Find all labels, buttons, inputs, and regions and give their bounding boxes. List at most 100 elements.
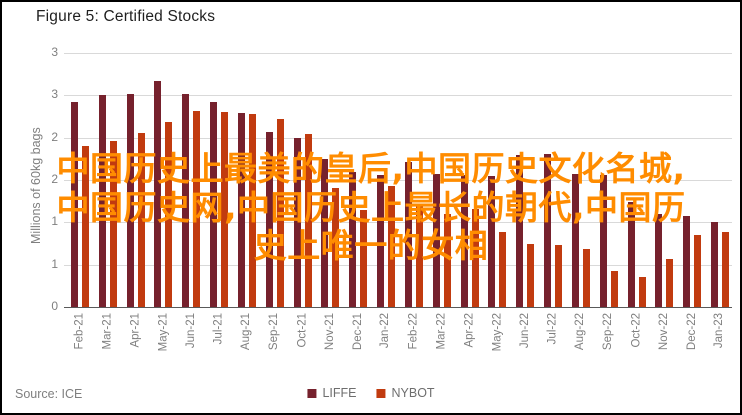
bar-liffe-jun-21 — [182, 93, 190, 307]
bar-nybot-jan-22 — [388, 185, 396, 307]
x-tick-label: Feb-22 — [407, 313, 420, 350]
bar-liffe-jun-22 — [516, 154, 524, 307]
plot-area — [64, 53, 732, 307]
bar-liffe-nov-21 — [321, 158, 329, 307]
x-tick-label: Sep-21 — [268, 313, 281, 351]
bar-nybot-nov-21 — [332, 187, 340, 307]
bar-liffe-oct-22 — [627, 202, 635, 307]
x-tick-label: Mar-22 — [435, 313, 448, 350]
x-tick-label: Apr-22 — [463, 313, 476, 348]
legend-label: LIFFE — [322, 386, 357, 400]
chart-title: Figure 5: Certified Stocks — [36, 8, 216, 25]
x-tick-label: Jul-22 — [546, 313, 559, 345]
bar-liffe-oct-21 — [293, 137, 301, 307]
x-tick-label: Mar-21 — [101, 313, 114, 350]
bar-liffe-feb-22 — [404, 162, 412, 307]
bar-liffe-jul-21 — [210, 102, 218, 307]
bar-liffe-nov-22 — [655, 213, 663, 307]
watermark-overlay-text: 中国历史上最美的皇后,中国历史文化名城, 中国历史网,中国历史上最长的朝代,中国… — [2, 149, 740, 266]
x-tick-label: Jul-21 — [212, 313, 225, 345]
bar-liffe-feb-21 — [70, 102, 78, 307]
watermark-line: 中国历史上最美的皇后,中国历史文化名城, — [56, 149, 686, 188]
legend-item-nybot: NYBOT — [376, 386, 435, 400]
y-gridline — [64, 264, 732, 266]
bar-nybot-aug-21 — [248, 113, 256, 307]
y-tick-label: 2 — [51, 129, 58, 144]
y-gridline — [64, 137, 732, 139]
legend-label: NYBOT — [391, 386, 435, 400]
bar-nybot-oct-22 — [638, 277, 646, 307]
x-tick-label: Feb-21 — [73, 313, 86, 350]
bar-nybot-mar-21 — [109, 141, 117, 307]
bar-nybot-jul-22 — [555, 245, 563, 307]
bar-nybot-oct-21 — [304, 134, 312, 307]
legend: LIFFE NYBOT — [307, 386, 435, 400]
bar-liffe-sep-22 — [599, 174, 607, 307]
y-tick-label: 3 — [51, 87, 58, 102]
x-tick-label: Nov-22 — [657, 313, 670, 351]
bar-nybot-jun-22 — [527, 244, 535, 307]
bar-nybot-dec-22 — [694, 235, 702, 307]
y-gridline — [64, 222, 732, 224]
bar-liffe-jan-23 — [711, 221, 719, 307]
source-note: Source: ICE — [15, 387, 83, 401]
x-tick-label: Jan-23 — [713, 313, 726, 349]
x-tick-label: May-22 — [490, 313, 503, 352]
x-tick-label: Sep-22 — [602, 313, 615, 351]
bar-liffe-jul-22 — [544, 153, 552, 307]
bar-nybot-apr-22 — [471, 208, 479, 307]
x-axis-line — [64, 307, 732, 308]
bar-nybot-may-22 — [499, 231, 507, 307]
bar-nybot-feb-22 — [415, 205, 423, 307]
y-tick-label: 1 — [51, 256, 58, 271]
x-tick-label: Dec-22 — [685, 313, 698, 351]
bar-liffe-may-21 — [154, 80, 162, 307]
y-gridline — [64, 180, 732, 181]
legend-swatch-nybot — [376, 388, 386, 398]
legend-swatch-liffe — [307, 388, 317, 398]
bar-nybot-mar-22 — [443, 213, 451, 307]
x-tick-label: Dec-21 — [351, 313, 364, 351]
x-tick-label: Aug-21 — [240, 313, 253, 351]
bar-liffe-aug-21 — [237, 113, 245, 307]
bar-nybot-may-21 — [165, 121, 173, 307]
bar-nybot-apr-21 — [137, 132, 145, 307]
x-tick-label: Oct-22 — [630, 313, 643, 348]
x-tick-label: Nov-21 — [323, 313, 336, 351]
y-gridline — [64, 95, 732, 97]
x-tick-label: Oct-21 — [296, 313, 309, 348]
bar-liffe-apr-22 — [460, 174, 468, 307]
x-tick-label: Jun-21 — [184, 313, 197, 349]
x-tick-label: Jan-22 — [379, 313, 392, 349]
y-tick-label: 0 — [51, 299, 58, 313]
bar-liffe-may-22 — [488, 175, 496, 307]
bar-liffe-dec-21 — [349, 171, 357, 307]
bar-liffe-apr-21 — [126, 93, 134, 307]
bar-nybot-nov-22 — [666, 258, 674, 307]
bar-nybot-sep-21 — [276, 119, 284, 307]
x-tick-label: Jun-22 — [518, 313, 531, 349]
watermark-line: 史上唯一的女相 — [253, 226, 489, 265]
bar-nybot-jul-21 — [221, 112, 229, 307]
bar-liffe-jan-22 — [377, 174, 385, 307]
bar-nybot-jan-23 — [722, 231, 730, 307]
y-tick-label: 3 — [51, 45, 58, 59]
y-tick-label: 2 — [51, 172, 58, 186]
bar-liffe-aug-22 — [571, 174, 579, 307]
bar-liffe-mar-22 — [432, 174, 440, 307]
x-tick-label: May-21 — [156, 313, 169, 352]
y-tick-label: 1 — [51, 214, 58, 229]
bar-liffe-dec-22 — [683, 216, 691, 307]
bar-nybot-sep-22 — [610, 271, 618, 307]
x-tick-label: Apr-21 — [129, 313, 142, 348]
bar-nybot-jun-21 — [193, 111, 201, 307]
bar-nybot-feb-21 — [81, 146, 89, 307]
watermark-line: 中国历史网,中国历史上最长的朝代,中国历 — [56, 187, 686, 227]
bar-nybot-dec-21 — [360, 209, 368, 307]
x-tick-label: Aug-22 — [574, 313, 587, 351]
y-gridline — [64, 53, 732, 54]
bar-liffe-mar-21 — [98, 95, 106, 307]
bar-nybot-aug-22 — [582, 248, 590, 307]
legend-item-liffe: LIFFE — [307, 386, 356, 400]
